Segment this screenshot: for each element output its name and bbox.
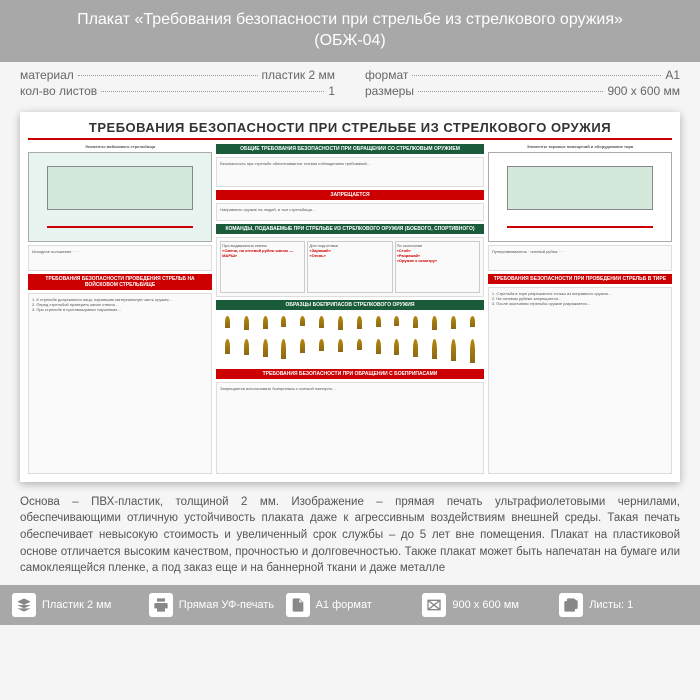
bullet-icon [412, 339, 420, 363]
header-title: Плакат «Требования безопасности при стре… [20, 10, 680, 31]
bullet-icon [431, 339, 439, 363]
right-bottom-head: ТРЕБОВАНИЯ БЕЗОПАСНОСТИ ПРИ ПРОВЕДЕНИИ С… [488, 274, 672, 284]
specs-block: материал пластик 2 мм кол-во листов 1 форма… [0, 62, 700, 104]
bullet-icon [224, 339, 232, 363]
center-forbidden: ЗАПРЕЩАЕТСЯ [216, 190, 484, 200]
spec-label: размеры [365, 84, 414, 98]
bullet-icon [449, 339, 457, 363]
spec-label: формат [365, 68, 408, 82]
spec-value: 1 [328, 84, 335, 98]
center-general: Безопасность при стрельбе обеспечивается… [216, 157, 484, 187]
bullet-icon [412, 316, 420, 330]
left-mid-box: Исходное положение · · · [28, 245, 212, 271]
poster-right-col: Элементы тировых помещений и оборудовани… [488, 144, 672, 474]
spec-row: формат A1 [365, 68, 680, 82]
spec-dots [78, 75, 258, 76]
bullet-icon [393, 316, 401, 330]
center-head2: КОМАНДЫ, ПОДАВАЕМЫЕ ПРИ СТРЕЛЬБЕ ИЗ СТРЕ… [216, 224, 484, 234]
center-head1: ОБЩИЕ ТРЕБОВАНИЯ БЕЗОПАСНОСТИ ПРИ ОБРАЩЕ… [216, 144, 484, 154]
footer-label: 900 x 600 мм [452, 599, 519, 611]
spec-row: размеры 900 x 600 мм [365, 84, 680, 98]
description: Основа – ПВХ-пластик, толщиной 2 мм. Изо… [0, 488, 700, 585]
bullet-icon [280, 339, 288, 363]
bullet-icon [261, 316, 269, 330]
bullet-icon [299, 316, 307, 330]
bullet-icon [468, 316, 476, 330]
bullet-icon [336, 316, 344, 330]
bullet-icon [299, 339, 307, 363]
bullet-icon [355, 316, 363, 330]
spec-value: 900 x 600 мм [607, 84, 680, 98]
footer-item: Листы: 1 [559, 593, 688, 617]
bullet-icon [431, 316, 439, 330]
specs-left: материал пластик 2 мм кол-во листов 1 [20, 68, 335, 100]
center-forbid-text: Направлять оружие на людей, в тыл стрель… [216, 203, 484, 221]
range-diagram [28, 152, 212, 242]
footer-item: 900 x 600 мм [422, 593, 551, 617]
bullet-icon [318, 316, 326, 330]
header-subtitle: (ОБЖ-04) [20, 31, 680, 52]
spec-dots [101, 91, 324, 92]
bullet-icon [374, 339, 382, 363]
bullet-icon [468, 339, 476, 363]
poster-left-col: Элементы войскового стрельбища Исходное … [28, 144, 212, 474]
poster-title: ТРЕБОВАНИЯ БЕЗОПАСНОСТИ ПРИ СТРЕЛЬБЕ ИЗ … [28, 120, 672, 140]
spec-row: материал пластик 2 мм [20, 68, 335, 82]
printer-icon [149, 593, 173, 617]
left-bottom-head: ТРЕБОВАНИЯ БЕЗОПАСНОСТИ ПРОВЕДЕНИЯ СТРЕЛ… [28, 274, 212, 290]
spec-dots [418, 91, 604, 92]
bullets-row-2 [216, 336, 484, 366]
footer-label: A1 формат [316, 599, 372, 611]
spec-row: кол-во листов 1 [20, 84, 335, 98]
right-bottom-text: 1. Стрельба в тире разрешается только из… [488, 287, 672, 474]
bullet-icon [374, 316, 382, 330]
format-icon [286, 593, 310, 617]
bullet-icon [242, 339, 250, 363]
poster-center-col: ОБЩИЕ ТРЕБОВАНИЯ БЕЗОПАСНОСТИ ПРИ ОБРАЩЕ… [216, 144, 484, 474]
footer-label: Листы: 1 [589, 599, 633, 611]
tir-diagram [488, 152, 672, 242]
left-top-label: Элементы войскового стрельбища [28, 144, 212, 149]
bullet-icon [242, 316, 250, 330]
size-icon [422, 593, 446, 617]
footer-bar: Пластик 2 мм Прямая УФ-печать A1 формат 900… [0, 585, 700, 625]
bullet-icon [336, 339, 344, 363]
sheets-icon [559, 593, 583, 617]
right-top-label: Элементы тировых помещений и оборудовани… [488, 144, 672, 149]
commands-table: При выдвижении смены«Смена, на огневой р… [216, 237, 484, 297]
right-mid-box: Пулеулавливатель · огневой рубеж · · · [488, 245, 672, 271]
bullet-icon [393, 339, 401, 363]
left-bottom-text: 1. К стрельбе допускаются лица, изучивши… [28, 293, 212, 474]
spec-value: пластик 2 мм [262, 68, 335, 82]
footer-label: Прямая УФ-печать [179, 599, 274, 611]
footer-item: Прямая УФ-печать [149, 593, 278, 617]
poster: ТРЕБОВАНИЯ БЕЗОПАСНОСТИ ПРИ СТРЕЛЬБЕ ИЗ … [20, 112, 680, 482]
center-ammo-text: Запрещается использовать боеприпасы с ос… [216, 382, 484, 474]
footer-item: A1 формат [286, 593, 415, 617]
bullet-icon [355, 339, 363, 363]
spec-value: A1 [665, 68, 680, 82]
bullets-row-1 [216, 313, 484, 333]
spec-label: кол-во листов [20, 84, 97, 98]
bullet-icon [449, 316, 457, 330]
poster-grid: Элементы войскового стрельбища Исходное … [28, 144, 672, 474]
center-head3: ОБРАЗЦЫ БОЕПРИПАСОВ СТРЕЛКОВОГО ОРУЖИЯ [216, 300, 484, 310]
bullet-icon [318, 339, 326, 363]
bullet-icon [224, 316, 232, 330]
center-head4: ТРЕБОВАНИЯ БЕЗОПАСНОСТИ ПРИ ОБРАЩЕНИИ С … [216, 369, 484, 379]
footer-label: Пластик 2 мм [42, 599, 111, 611]
poster-container: ТРЕБОВАНИЯ БЕЗОПАСНОСТИ ПРИ СТРЕЛЬБЕ ИЗ … [0, 104, 700, 488]
spec-label: материал [20, 68, 74, 82]
spec-dots [412, 75, 661, 76]
footer-item: Пластик 2 мм [12, 593, 141, 617]
page-header: Плакат «Требования безопасности при стре… [0, 0, 700, 62]
bullet-icon [280, 316, 288, 330]
bullet-icon [261, 339, 269, 363]
layers-icon [12, 593, 36, 617]
specs-right: формат A1 размеры 900 x 600 мм [365, 68, 680, 100]
